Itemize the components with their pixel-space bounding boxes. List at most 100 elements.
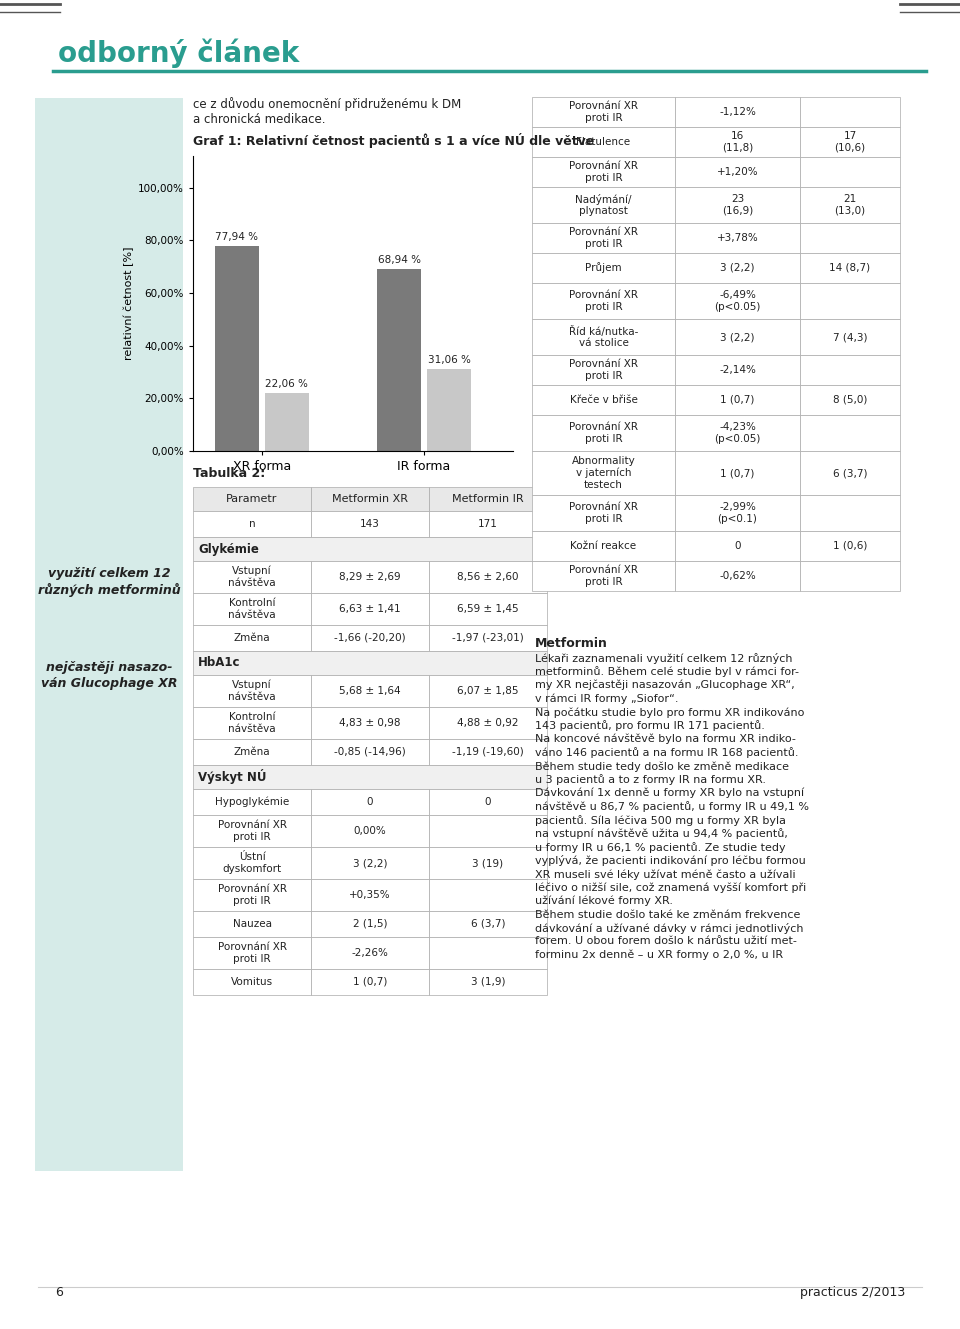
Bar [193,969,311,995]
Bar [193,510,311,537]
Bar [675,532,800,561]
Bar [532,157,675,187]
Bar [193,561,311,593]
Bar [675,415,800,451]
Bar [311,486,429,510]
Text: Tabulka 2:: Tabulka 2: [193,466,265,480]
Text: Ústní
dyskomfort: Ústní dyskomfort [223,852,281,873]
Text: 31,06 %: 31,06 % [427,355,470,365]
Bar [193,847,311,878]
Text: Porovnání XR
proti IR: Porovnání XR proti IR [569,565,638,587]
Text: Křeče v břiše: Křeče v břiše [569,395,637,405]
Bar [532,187,675,223]
Bar [800,253,900,283]
Text: 16
(11,8): 16 (11,8) [722,132,754,153]
Bar [311,815,429,847]
Text: Porovnání XR
proti IR: Porovnání XR proti IR [218,820,286,841]
Bar [377,270,420,451]
Text: 68,94 %: 68,94 % [377,255,420,266]
Text: odborný článek: odborný článek [58,39,300,69]
Text: váno 146 pacientů a na formu IR 168 pacientů.: váno 146 pacientů a na formu IR 168 paci… [535,747,799,759]
Bar [532,253,675,283]
Text: různých metforminů: různých metforminů [37,583,180,597]
Text: Lékaři zaznamenali využití celkem 12 různých: Lékaři zaznamenali využití celkem 12 růz… [535,653,793,664]
Bar [429,910,547,937]
Text: Kožní reakce: Kožní reakce [570,541,636,552]
Text: 8,56 ± 2,60: 8,56 ± 2,60 [457,571,518,582]
Text: Flatulence: Flatulence [576,137,631,148]
Text: pacientů. Síla léčiva 500 mg u formy XR byla: pacientů. Síla léčiva 500 mg u formy XR … [535,815,786,825]
Text: Porovnání XR
proti IR: Porovnání XR proti IR [569,423,638,444]
Text: HbA1c: HbA1c [198,657,241,670]
Bar [675,451,800,494]
Bar [800,283,900,319]
Text: Porovnání XR
proti IR: Porovnání XR proti IR [569,101,638,122]
Bar [800,494,900,532]
Text: Porovnání XR
proti IR: Porovnání XR proti IR [218,884,286,906]
Text: 1 (0,6): 1 (0,6) [833,541,867,552]
Bar [311,593,429,625]
Text: 1 (0,7): 1 (0,7) [720,468,755,478]
Text: -1,12%: -1,12% [719,108,756,117]
Bar [800,97,900,128]
Bar [532,494,675,532]
Text: -6,49%
(p<0.05): -6,49% (p<0.05) [714,290,760,312]
Bar [311,789,429,815]
Text: Abnormality
v jaterních
testech: Abnormality v jaterních testech [571,456,636,490]
Bar [311,847,429,878]
Bar [675,187,800,223]
Bar [193,537,547,561]
Text: Porovnání XR
proti IR: Porovnání XR proti IR [218,942,286,964]
Text: Změna: Změna [233,633,271,643]
Bar [35,98,183,1171]
Bar [215,246,258,451]
Text: -2,99%
(p<0.1): -2,99% (p<0.1) [717,502,757,524]
Bar [429,815,547,847]
Bar [193,815,311,847]
Text: +3,78%: +3,78% [716,233,758,243]
Text: 17
(10,6): 17 (10,6) [834,132,866,153]
Text: 6: 6 [55,1286,62,1298]
Text: 14 (8,7): 14 (8,7) [829,263,871,272]
Text: 3 (19): 3 (19) [472,859,504,868]
Text: Metformin: Metformin [535,637,608,650]
Text: Během studie došlo také ke změnám frekvence: Během studie došlo také ke změnám frekve… [535,909,801,920]
Text: n: n [249,520,255,529]
Bar [532,283,675,319]
Bar [193,739,311,766]
Bar [311,969,429,995]
Text: 6 (3,7): 6 (3,7) [832,468,867,478]
Bar [429,510,547,537]
Text: Glykémie: Glykémie [198,542,259,556]
Text: XR museli své léky užívat méně často a užívali: XR museli své léky užívat méně často a u… [535,869,796,880]
Text: 0: 0 [367,797,373,807]
Text: Porovnání XR
proti IR: Porovnání XR proti IR [569,290,638,312]
Text: 6,63 ± 1,41: 6,63 ± 1,41 [339,603,401,614]
Bar [800,128,900,157]
Text: Nauzea: Nauzea [232,918,272,929]
Bar [429,593,547,625]
Text: 0: 0 [734,541,741,552]
Text: Kontrolní
návštěva: Kontrolní návštěva [228,598,276,619]
Text: u 3 pacientů a to z formy IR na formu XR.: u 3 pacientů a to z formy IR na formu XR… [535,775,766,785]
Bar [429,878,547,910]
Text: Říd ká/nutka-
vá stolice: Říd ká/nutka- vá stolice [569,326,638,348]
Bar [311,625,429,651]
Bar [193,789,311,815]
Text: practicus 2/2013: practicus 2/2013 [800,1286,905,1298]
Bar [675,319,800,355]
Text: 22,06 %: 22,06 % [265,379,308,389]
Text: 4,83 ± 0,98: 4,83 ± 0,98 [339,718,400,728]
Text: metforminů. Během celé studie byl v rámci for-: metforminů. Během celé studie byl v rámc… [535,667,799,678]
Text: Porovnání XR
proti IR: Porovnání XR proti IR [569,161,638,183]
Text: 3 (2,2): 3 (2,2) [720,263,755,272]
Text: -1,19 (-19,60): -1,19 (-19,60) [452,747,524,758]
Text: 171: 171 [478,520,498,529]
Text: -1,66 (-20,20): -1,66 (-20,20) [334,633,406,643]
Text: Na koncové návštěvě bylo na formu XR indiko-: Na koncové návštěvě bylo na formu XR ind… [535,734,796,744]
Text: 6,59 ± 1,45: 6,59 ± 1,45 [457,603,518,614]
Text: Vstupní
návštěva: Vstupní návštěva [228,566,276,587]
Text: -2,14%: -2,14% [719,365,756,375]
Text: -0,62%: -0,62% [719,571,756,581]
Bar [429,969,547,995]
